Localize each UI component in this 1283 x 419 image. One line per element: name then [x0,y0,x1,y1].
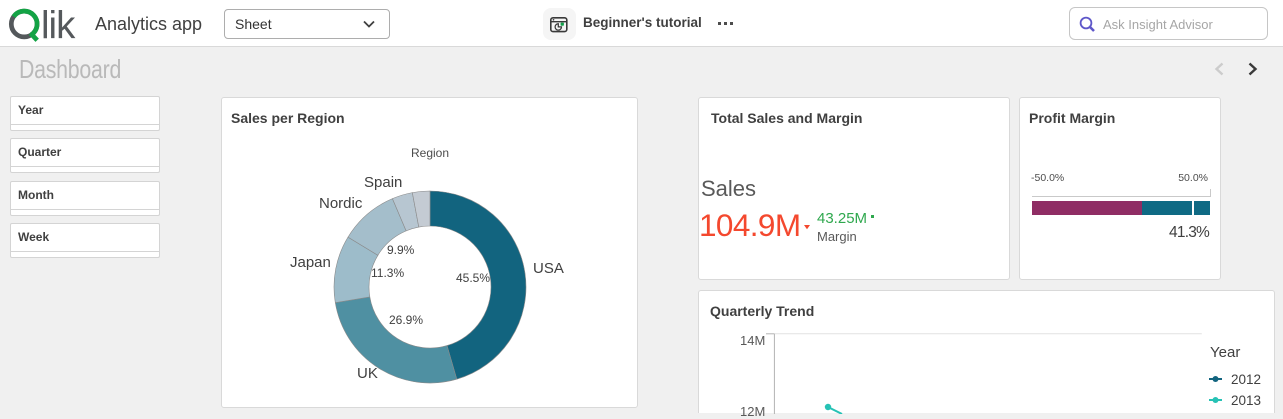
svg-text:lik: lik [41,5,76,47]
